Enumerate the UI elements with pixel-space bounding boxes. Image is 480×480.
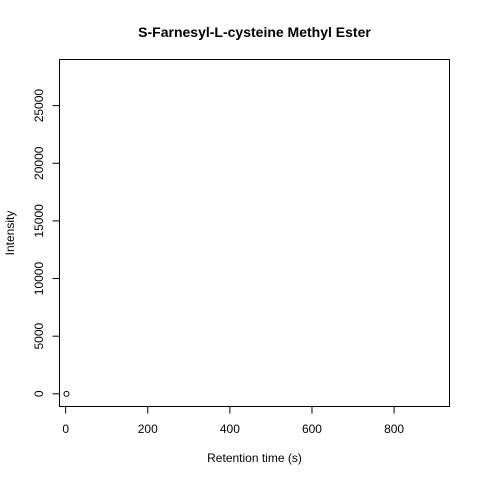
- data-points: [63, 390, 70, 397]
- y-tick-label: 5000: [32, 323, 46, 350]
- x-axis-label: Retention time (s): [207, 451, 302, 465]
- y-tick-label: 0: [32, 390, 46, 397]
- x-tick-label: 600: [302, 422, 322, 436]
- chart-title: S-Farnesyl-L-cysteine Methyl Ester: [138, 24, 371, 40]
- y-tick-label: 10000: [32, 262, 46, 296]
- x-tick-label: 800: [384, 422, 404, 436]
- x-tick-label: 400: [220, 422, 240, 436]
- y-axis: 0 5000 10000 15000 20000 25000: [32, 89, 60, 397]
- x-tick-label: 0: [62, 422, 69, 436]
- y-tick-label: 15000: [32, 204, 46, 238]
- y-axis-label: Intensity: [3, 211, 17, 256]
- data-point: [63, 390, 70, 397]
- x-tick-label: 200: [138, 422, 158, 436]
- y-tick-label: 25000: [32, 89, 46, 123]
- x-axis: 0 200 400 600 800: [62, 406, 404, 436]
- y-tick-label: 20000: [32, 146, 46, 180]
